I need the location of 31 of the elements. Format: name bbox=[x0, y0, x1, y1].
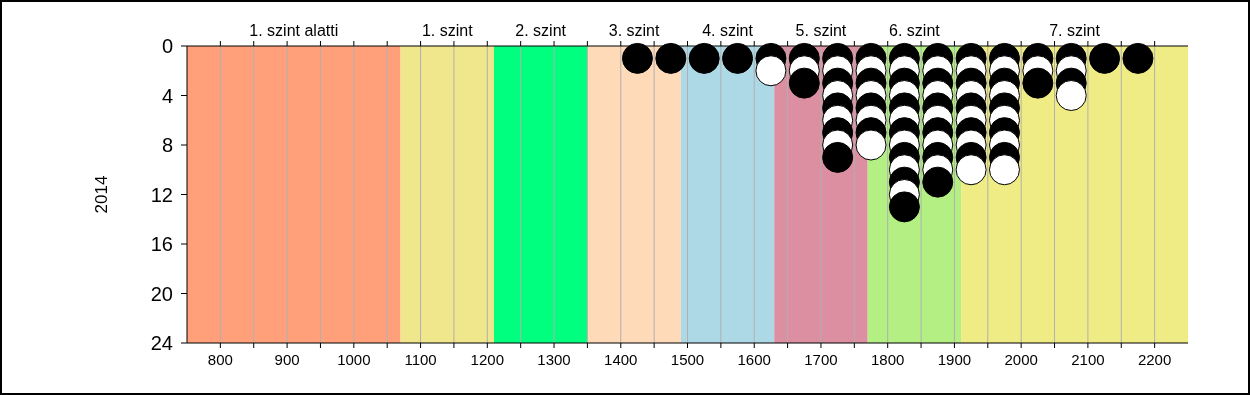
x-tick-label: 1100 bbox=[404, 351, 437, 368]
band-label: 6. szint bbox=[889, 22, 941, 39]
y-tick-label: 0 bbox=[161, 35, 173, 57]
band-label: 2. szint bbox=[515, 22, 567, 39]
x-tick-label: 1900 bbox=[937, 351, 972, 368]
x-tick-label: 1700 bbox=[804, 351, 838, 368]
y-tick-label: 12 bbox=[150, 183, 173, 206]
band-label: 3. szint bbox=[608, 22, 661, 39]
x-tick-label: 1600 bbox=[737, 351, 771, 368]
y-tick-label: 4 bbox=[161, 84, 173, 107]
x-tick-label: 800 bbox=[207, 351, 233, 368]
x-tick-label: 1500 bbox=[670, 351, 705, 368]
y-axis-title: 2014 bbox=[92, 175, 111, 214]
band-label: 4. szint bbox=[702, 22, 754, 39]
band-label: 1. szint bbox=[421, 22, 474, 39]
x-tick-label: 1300 bbox=[537, 351, 571, 368]
y-tick-label: 20 bbox=[150, 282, 173, 305]
x-tick-label: 1200 bbox=[470, 351, 504, 368]
band-label: 5. szint bbox=[795, 22, 847, 39]
band-label: 7. szint bbox=[1049, 22, 1101, 39]
y-tick-label: 16 bbox=[150, 233, 173, 255]
y-tick-label: 24 bbox=[150, 332, 173, 354]
x-tick-label: 2000 bbox=[1004, 351, 1038, 368]
x-tick-label: 1400 bbox=[604, 351, 638, 368]
x-tick-label: 1800 bbox=[871, 351, 905, 368]
x-tick-label: 900 bbox=[274, 351, 300, 368]
x-tick-label: 1000 bbox=[337, 351, 371, 368]
x-tick-label: 2100 bbox=[1071, 351, 1105, 368]
band-label: 1. szint alatti bbox=[249, 22, 339, 39]
x-tick-label: 2200 bbox=[1137, 351, 1172, 368]
y-tick-label: 8 bbox=[161, 134, 173, 156]
